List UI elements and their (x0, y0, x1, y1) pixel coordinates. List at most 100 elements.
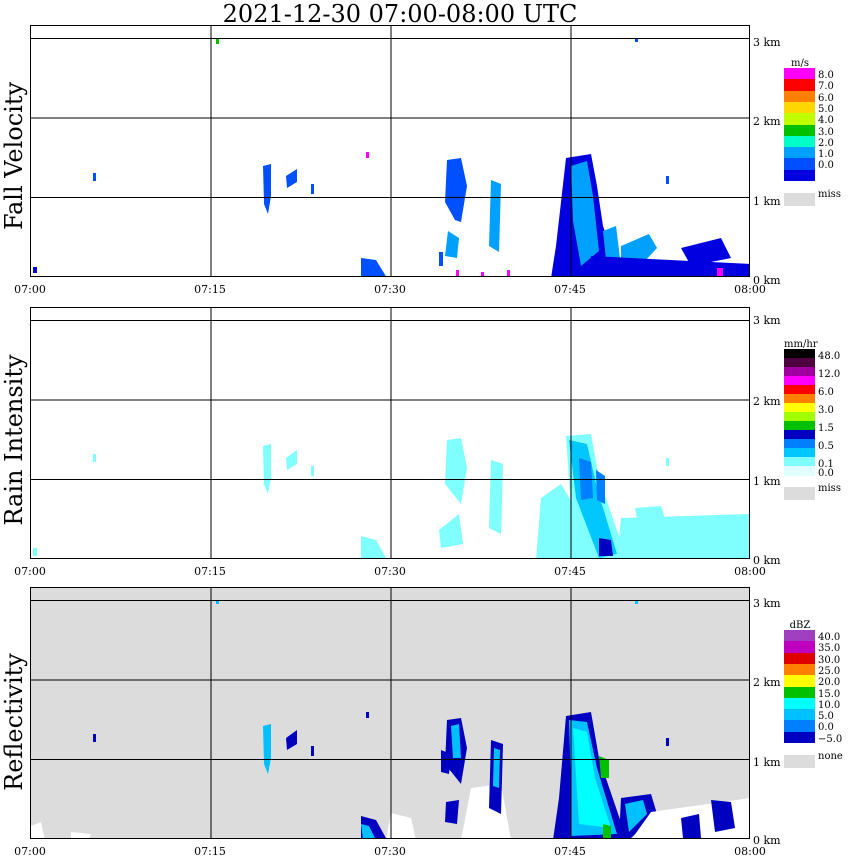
rain-intensity-legend-label-6: 3.0 (818, 405, 834, 416)
rain-intensity-legend-miss-label: miss (818, 483, 841, 494)
fall-velocity-echo-21 (635, 38, 638, 42)
rain-intensity-legend-swatch-9 (784, 430, 815, 440)
fall-velocity-legend-label-7: 1.0 (818, 149, 834, 161)
reflectivity-echo-7 (366, 712, 369, 718)
rain-intensity-legend-swatch-12 (784, 457, 815, 467)
rain-intensity-legend-label-0: 48.0 (818, 351, 841, 362)
reflectivity-echo-10 (386, 813, 416, 838)
reflectivity-echo-26 (681, 814, 701, 838)
reflectivity-echo-9 (361, 824, 375, 838)
reflectivity-echo-0 (31, 822, 45, 838)
fall-velocity-echo-8 (439, 252, 443, 266)
fall-velocity-legend-swatch-8 (784, 158, 815, 171)
rain-intensity-echo-16 (635, 506, 671, 540)
fall-velocity-ylabel: Fall Velocity (0, 81, 28, 231)
page-title: 2021-12-30 07:00-08:00 UTC (222, 0, 578, 28)
fall-velocity-legend-swatch-5 (784, 124, 815, 137)
fall-velocity-echo-16 (571, 161, 599, 266)
reflectivity-echo-28 (635, 600, 638, 604)
fall-velocity-echo-2 (216, 38, 219, 44)
reflectivity-legend-swatch-6 (784, 697, 815, 710)
fall-velocity-legend-swatch-0 (784, 68, 815, 80)
reflectivity-ytick-3km: 3 km (753, 597, 781, 610)
reflectivity-legend-label-8: 0.0 (818, 722, 834, 734)
rain-intensity-background (31, 308, 749, 558)
rain-intensity-legend-swatch-7 (784, 412, 815, 422)
rain-intensity-legend-swatch-0 (784, 349, 815, 359)
reflectivity-legend-unit: dBZ (789, 620, 811, 631)
rain-intensity-legend-swatch-1 (784, 358, 815, 368)
fall-velocity-legend-miss-swatch (784, 193, 815, 206)
fall-velocity-legend-swatch-2 (784, 90, 815, 103)
rain-intensity-xtick-0745: 07:45 (554, 565, 586, 578)
reflectivity-ytick-2km: 2 km (753, 676, 781, 689)
rain-intensity-xtick-0700: 07:00 (14, 565, 46, 578)
fall-velocity-xtick-0745: 07:45 (554, 283, 586, 296)
fall-velocity-legend-swatch-6 (784, 135, 815, 148)
reflectivity-legend-swatch-8 (784, 720, 815, 733)
reflectivity-echo-3 (216, 600, 219, 604)
rain-intensity-legend-swatch-2 (784, 367, 815, 377)
fall-velocity-echo-19 (586, 256, 749, 276)
rain-intensity-echo-13 (596, 470, 605, 504)
fall-velocity-echo-7 (361, 258, 386, 276)
fall-velocity-legend-label-4: 4.0 (818, 115, 834, 127)
reflectivity-echo-14 (445, 800, 459, 824)
fall-velocity-legend-label-8: 0.0 (818, 160, 834, 172)
rain-intensity-xtick-0800: 08:00 (734, 565, 766, 578)
rain-intensity-xtick-0715: 07:15 (194, 565, 226, 578)
reflectivity-echo-24 (625, 800, 647, 832)
rain-intensity-legend-swatch-4 (784, 385, 815, 395)
reflectivity-ytick-1km: 1 km (753, 756, 781, 769)
reflectivity-echo-2 (93, 734, 96, 742)
fall-velocity-xtick-0700: 07:00 (14, 283, 46, 296)
rain-intensity-echo-5 (361, 536, 386, 558)
reflectivity-legend-swatch-9 (784, 731, 815, 744)
fall-velocity-legend-label-0: 8.0 (818, 70, 834, 81)
reflectivity-legend-miss-swatch (784, 755, 815, 768)
reflectivity-legend-swatch-7 (784, 709, 815, 721)
fall-velocity-echo-0 (33, 267, 37, 273)
reflectivity-xtick-0745: 07:45 (554, 845, 586, 858)
reflectivity-legend-label-2: 30.0 (818, 654, 841, 666)
fall-velocity-echo-4 (286, 169, 297, 188)
fall-velocity-echo-14 (507, 270, 510, 276)
reflectivity-ylabel: Reflectivity (0, 653, 28, 791)
fall-velocity-echo-23 (717, 268, 723, 276)
fall-velocity-echo-13 (481, 272, 484, 276)
rain-intensity-ytick-0km: 0 km (753, 554, 781, 567)
rain-intensity-legend-label-2: 12.0 (818, 369, 841, 380)
reflectivity-legend-swatch-0 (784, 630, 815, 642)
reflectivity-legend-label-7: 5.0 (818, 711, 834, 723)
rain-intensity-echo-1 (93, 454, 96, 462)
rain-intensity-legend-swatch-3 (784, 376, 815, 386)
reflectivity-echo-27 (711, 800, 735, 832)
reflectivity-legend-swatch-3 (784, 663, 815, 676)
rain-intensity-legend-swatch-10 (784, 439, 815, 449)
reflectivity-xtick-0800: 08:00 (734, 845, 766, 858)
rain-intensity-ytick-2km: 2 km (753, 395, 781, 408)
rain-intensity-legend-label-10: 0.5 (818, 441, 834, 452)
reflectivity-legend-swatch-2 (784, 652, 815, 665)
fall-velocity-echo-12 (456, 270, 459, 276)
rain-intensity-legend-swatch-13 (784, 466, 815, 476)
fall-velocity-legend-miss-label: miss (818, 189, 841, 200)
fall-velocity-echo-22 (666, 176, 669, 184)
fall-velocity-legend-label-2: 6.0 (818, 92, 834, 104)
fall-velocity-xtick-0730: 07:30 (374, 283, 406, 296)
rain-intensity-legend-label-8: 1.5 (818, 423, 834, 434)
rain-intensity-echo-14 (599, 538, 613, 556)
fall-velocity-echo-3 (263, 164, 271, 214)
rain-intensity-echo-3 (286, 450, 297, 470)
fall-velocity-plot (31, 26, 749, 276)
rain-intensity-plot (31, 308, 749, 558)
fall-velocity-echo-20 (681, 238, 731, 266)
reflectivity-background (31, 588, 749, 838)
rain-intensity-legend-label-13: 0.0 (818, 468, 834, 479)
reflectivity-legend-swatch-4 (784, 675, 815, 687)
reflectivity-plot (31, 588, 749, 838)
rain-intensity-echo-8 (489, 460, 503, 534)
reflectivity-legend-label-6: 10.0 (818, 699, 841, 711)
rain-intensity-echo-6 (445, 438, 467, 504)
rain-intensity-ylabel: Rain Intensity (0, 354, 28, 526)
